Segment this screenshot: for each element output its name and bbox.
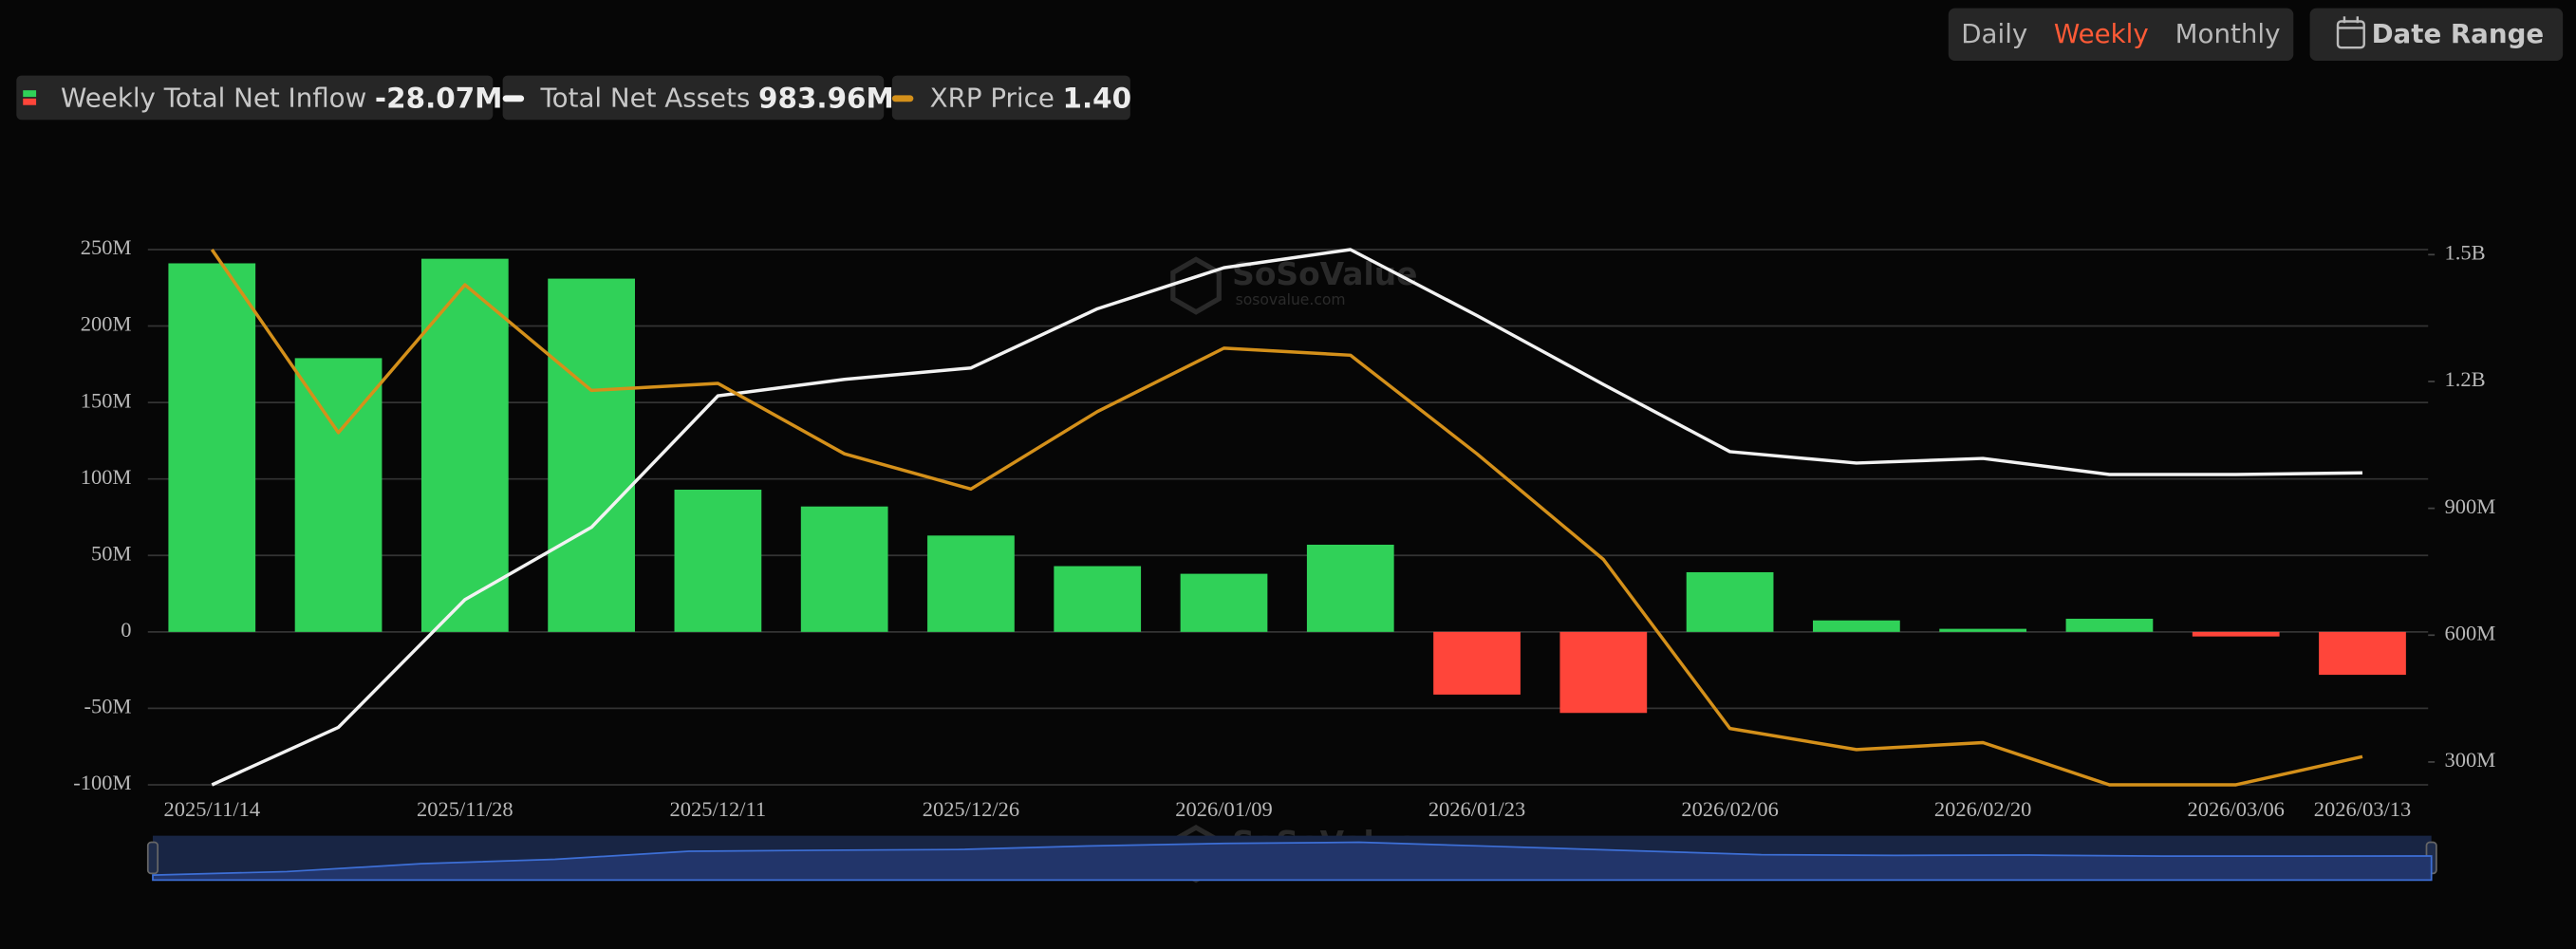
legend-label[interactable]: Weekly Total Net Inflow -28.07M: [61, 82, 502, 114]
x-tick-label: 2026/02/06: [1681, 797, 1778, 821]
y-tick-label: 150M: [81, 388, 132, 412]
x-tick-label: 2026/01/09: [1175, 797, 1272, 821]
period-option[interactable]: Monthly: [2175, 18, 2281, 49]
y-tick-label: -50M: [84, 695, 131, 718]
watermark-subtitle: sosovalue.com: [1236, 291, 1346, 308]
legend-swatch: [891, 95, 914, 102]
x-tick-label: 2026/03/13: [2314, 797, 2411, 821]
date-range-label[interactable]: Date Range: [2372, 18, 2545, 49]
y-tick-label: 100M: [81, 465, 132, 489]
bar: [927, 535, 1015, 632]
legend-value: 983.96M: [758, 82, 894, 114]
bar: [2065, 618, 2154, 632]
x-tick-label: 2025/12/26: [923, 797, 1019, 821]
period-switch: [1948, 8, 2294, 62]
x-tick-label: 2025/11/28: [417, 797, 513, 821]
bar: [420, 258, 509, 632]
bar: [674, 489, 762, 632]
x-tick-label: 2025/11/14: [163, 797, 260, 821]
legend-name: Weekly Total Net Inflow: [61, 83, 366, 114]
calendar-icon: [2336, 16, 2365, 49]
bar: [1813, 620, 1900, 632]
y2-tick-label: 1.5B: [2445, 240, 2486, 264]
y2-tick-label: 900M: [2445, 494, 2496, 518]
y-tick-label: 0: [121, 618, 131, 642]
bar: [1939, 628, 2027, 632]
bar: [800, 506, 888, 632]
legend-item[interactable]: [16, 75, 494, 121]
legend-value: 1.40: [1063, 82, 1132, 114]
bar: [1180, 573, 1268, 632]
legend-label[interactable]: Total Net Assets 983.96M: [539, 82, 893, 114]
period-option[interactable]: Weekly: [2054, 18, 2149, 49]
y-tick-label: 50M: [91, 541, 131, 565]
legend-swatch: [23, 98, 37, 105]
period-option[interactable]: Daily: [1961, 18, 2027, 49]
navigator-area: [152, 841, 2433, 882]
bar: [2192, 631, 2280, 637]
legend-value: -28.07M: [375, 82, 503, 114]
x-tick-label: 2026/03/06: [2187, 797, 2284, 821]
legend-item[interactable]: [891, 75, 1130, 121]
bar: [1686, 571, 1774, 632]
y-tick-label: 200M: [81, 312, 132, 336]
bar: [1054, 566, 1142, 632]
line: [210, 248, 2363, 787]
bar: [294, 358, 383, 632]
legend-item[interactable]: [502, 75, 885, 121]
y2-tick-label: 600M: [2445, 621, 2496, 644]
legend-name: XRP Price: [930, 83, 1055, 114]
bar: [168, 263, 256, 632]
y2-tick-label: 1.2B: [2445, 367, 2486, 391]
legend-swatch: [502, 95, 525, 102]
y-tick-label: 250M: [81, 235, 132, 259]
bar: [1559, 631, 1648, 714]
line: [211, 248, 2363, 787]
legend-swatch: [23, 90, 37, 98]
legend-label[interactable]: XRP Price 1.40: [930, 82, 1131, 114]
navigator-handle[interactable]: [146, 841, 159, 875]
bar: [1306, 544, 1394, 632]
bar: [2319, 631, 2406, 676]
date-range-button[interactable]: [2309, 8, 2564, 62]
y2-tick-label: 300M: [2445, 748, 2496, 772]
bar: [548, 278, 635, 632]
x-tick-label: 2025/12/11: [670, 797, 767, 821]
x-tick-label: 2026/02/20: [1934, 797, 2031, 821]
x-tick-label: 2026/01/23: [1428, 797, 1525, 821]
y-tick-label: -100M: [73, 771, 131, 794]
bar: [1433, 631, 1521, 695]
legend-name: Total Net Assets: [539, 83, 750, 114]
